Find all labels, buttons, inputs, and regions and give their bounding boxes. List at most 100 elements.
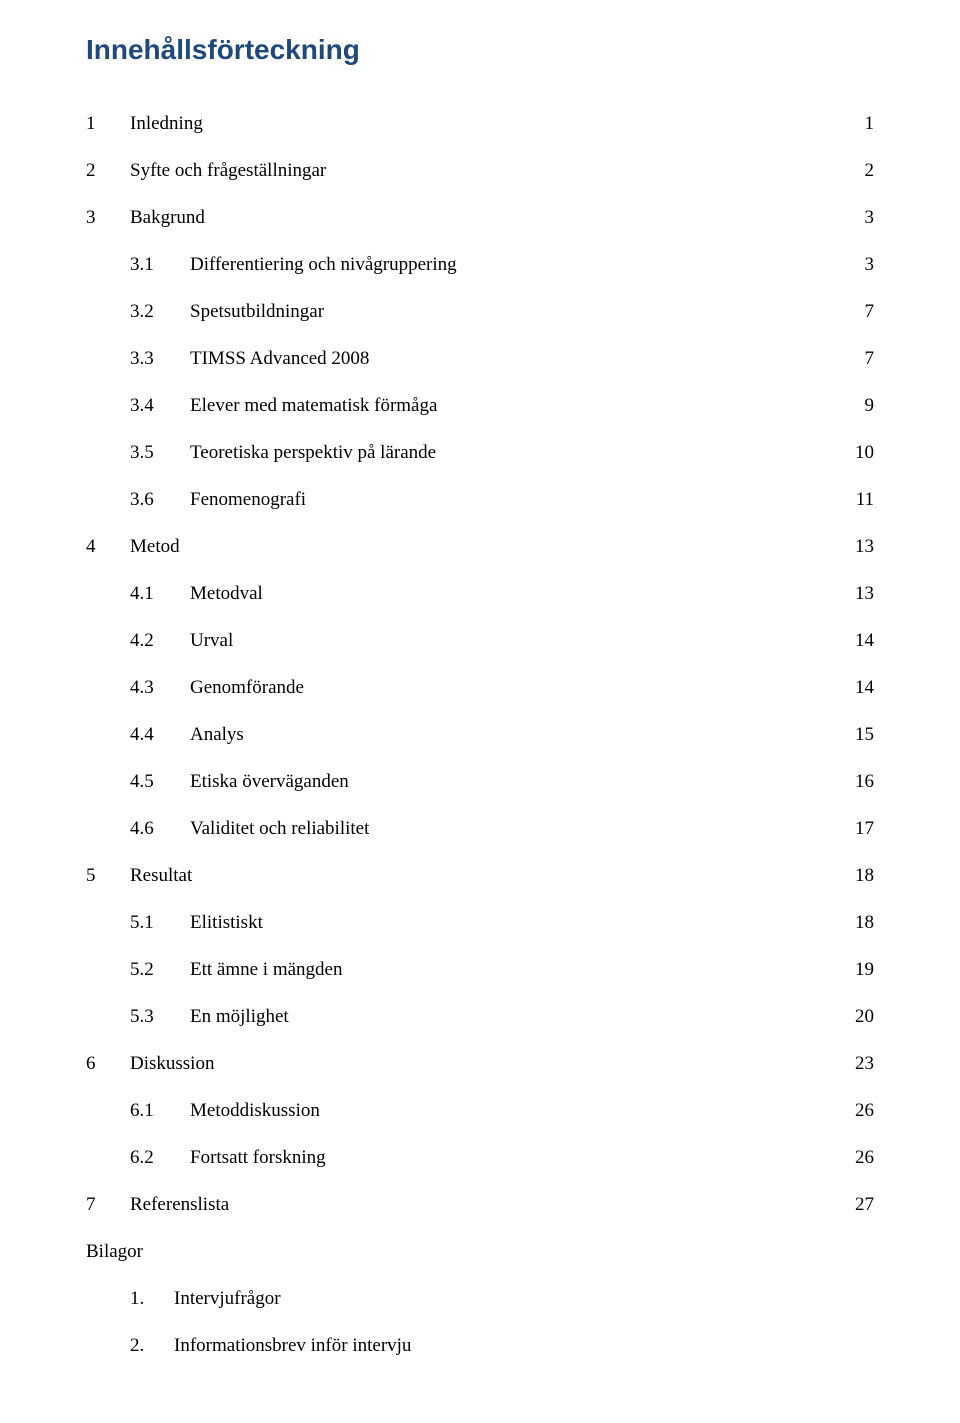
toc-entry: 5.2Ett ämne i mängden19 xyxy=(86,960,874,979)
toc-entry: 6.1Metoddiskussion26 xyxy=(86,1101,874,1120)
toc-entry-label: Metoddiskussion xyxy=(190,1101,844,1120)
toc-entry: 3.1Differentiering och nivågruppering3 xyxy=(86,255,874,274)
toc-entry-number: 5 xyxy=(86,866,130,885)
toc-entry-label: Validitet och reliabilitet xyxy=(190,819,844,838)
toc-entry-page: 16 xyxy=(844,772,874,791)
toc-entry-page: 1 xyxy=(844,114,874,133)
toc-entry: 6Diskussion23 xyxy=(86,1054,874,1073)
toc-entry-number: 5.1 xyxy=(130,913,190,932)
toc-entry-label: En möjlighet xyxy=(190,1007,844,1026)
toc-entry-label: Metod xyxy=(130,537,844,556)
toc-entry-page: 7 xyxy=(844,302,874,321)
table-of-contents: 1Inledning12Syfte och frågeställningar23… xyxy=(86,114,874,1355)
toc-entry-number: 2. xyxy=(130,1336,174,1355)
toc-entry: 4.5Etiska överväganden16 xyxy=(86,772,874,791)
toc-entry: Bilagor xyxy=(86,1242,874,1261)
toc-entry-number: 4.4 xyxy=(130,725,190,744)
toc-entry-number: 3.2 xyxy=(130,302,190,321)
toc-entry-label: Resultat xyxy=(130,866,844,885)
toc-entry-page: 11 xyxy=(844,490,874,509)
toc-entry-number: 3.1 xyxy=(130,255,190,274)
toc-entry-number: 1 xyxy=(86,114,130,133)
toc-entry-page: 26 xyxy=(844,1148,874,1167)
toc-entry: 3.4Elever med matematisk förmåga9 xyxy=(86,396,874,415)
toc-entry-label: Informationsbrev inför intervju xyxy=(174,1336,844,1355)
toc-entry: 5.1Elitistiskt18 xyxy=(86,913,874,932)
toc-entry: 4.1Metodval13 xyxy=(86,584,874,603)
toc-entry-label: Referenslista xyxy=(130,1195,844,1214)
toc-entry-label: TIMSS Advanced 2008 xyxy=(190,349,844,368)
toc-entry-label: Intervjufrågor xyxy=(174,1289,844,1308)
toc-entry-page: 20 xyxy=(844,1007,874,1026)
toc-entry: 4Metod13 xyxy=(86,537,874,556)
toc-entry-page: 9 xyxy=(844,396,874,415)
toc-entry-label: Urval xyxy=(190,631,844,650)
toc-entry-number: 6 xyxy=(86,1054,130,1073)
toc-entry-label: Elever med matematisk förmåga xyxy=(190,396,844,415)
toc-entry: 2Syfte och frågeställningar2 xyxy=(86,161,874,180)
toc-entry-number: 6.2 xyxy=(130,1148,190,1167)
toc-entry-page: 3 xyxy=(844,208,874,227)
toc-entry: 3.2Spetsutbildningar7 xyxy=(86,302,874,321)
toc-entry-label: Diskussion xyxy=(130,1054,844,1073)
toc-entry-page: 27 xyxy=(844,1195,874,1214)
toc-entry-label: Bakgrund xyxy=(130,208,844,227)
toc-entry-page: 14 xyxy=(844,631,874,650)
toc-entry-page: 17 xyxy=(844,819,874,838)
toc-entry-label: Elitistiskt xyxy=(190,913,844,932)
toc-entry-number: 4.3 xyxy=(130,678,190,697)
toc-entry-label: Differentiering och nivågruppering xyxy=(190,255,844,274)
toc-entry: 4.2Urval14 xyxy=(86,631,874,650)
toc-entry: 3Bakgrund3 xyxy=(86,208,874,227)
toc-entry-page: 13 xyxy=(844,537,874,556)
toc-entry: 4.3Genomförande14 xyxy=(86,678,874,697)
toc-entry-page: 23 xyxy=(844,1054,874,1073)
toc-entry-number: 3.4 xyxy=(130,396,190,415)
toc-entry: 7Referenslista27 xyxy=(86,1195,874,1214)
toc-entry-page: 26 xyxy=(844,1101,874,1120)
toc-entry-label: Inledning xyxy=(130,114,844,133)
toc-entry-number: 3 xyxy=(86,208,130,227)
toc-entry-number: 1. xyxy=(130,1289,174,1308)
toc-entry: 5Resultat18 xyxy=(86,866,874,885)
toc-entry: 5.3En möjlighet20 xyxy=(86,1007,874,1026)
toc-entry-number: 5.3 xyxy=(130,1007,190,1026)
toc-entry-label: Etiska överväganden xyxy=(190,772,844,791)
toc-entry-label: Ett ämne i mängden xyxy=(190,960,844,979)
toc-entry: 3.3TIMSS Advanced 20087 xyxy=(86,349,874,368)
toc-entry-number: 2 xyxy=(86,161,130,180)
toc-entry-label: Analys xyxy=(190,725,844,744)
toc-entry-label: Fortsatt forskning xyxy=(190,1148,844,1167)
toc-entry: 1.Intervjufrågor xyxy=(86,1289,874,1308)
toc-entry-page: 7 xyxy=(844,349,874,368)
toc-entry-page: 18 xyxy=(844,866,874,885)
toc-entry-page: 2 xyxy=(844,161,874,180)
toc-entry-number: 3.3 xyxy=(130,349,190,368)
toc-entry-label: Bilagor xyxy=(86,1242,844,1261)
toc-entry-label: Teoretiska perspektiv på lärande xyxy=(190,443,844,462)
page-title: Innehållsförteckning xyxy=(86,34,874,66)
document-page: Innehållsförteckning 1Inledning1 2Syfte o… xyxy=(0,0,960,1423)
toc-entry-number: 4.6 xyxy=(130,819,190,838)
toc-entry-number: 7 xyxy=(86,1195,130,1214)
toc-entry-number: 4.2 xyxy=(130,631,190,650)
toc-entry-number: 4 xyxy=(86,537,130,556)
toc-entry: 3.5Teoretiska perspektiv på lärande10 xyxy=(86,443,874,462)
toc-entry-label: Metodval xyxy=(190,584,844,603)
toc-entry-page: 18 xyxy=(844,913,874,932)
toc-entry: 4.6Validitet och reliabilitet17 xyxy=(86,819,874,838)
toc-entry-page: 19 xyxy=(844,960,874,979)
toc-entry-number: 4.5 xyxy=(130,772,190,791)
toc-entry-page: 10 xyxy=(844,443,874,462)
toc-entry-number: 3.5 xyxy=(130,443,190,462)
toc-entry: 4.4Analys15 xyxy=(86,725,874,744)
toc-entry-page: 15 xyxy=(844,725,874,744)
toc-entry-page: 14 xyxy=(844,678,874,697)
toc-entry-number: 6.1 xyxy=(130,1101,190,1120)
toc-entry-page: 13 xyxy=(844,584,874,603)
toc-entry-page: 3 xyxy=(844,255,874,274)
toc-entry: 3.6Fenomenografi11 xyxy=(86,490,874,509)
toc-entry-label: Syfte och frågeställningar xyxy=(130,161,844,180)
toc-entry-number: 4.1 xyxy=(130,584,190,603)
toc-entry: 1Inledning1 xyxy=(86,114,874,133)
